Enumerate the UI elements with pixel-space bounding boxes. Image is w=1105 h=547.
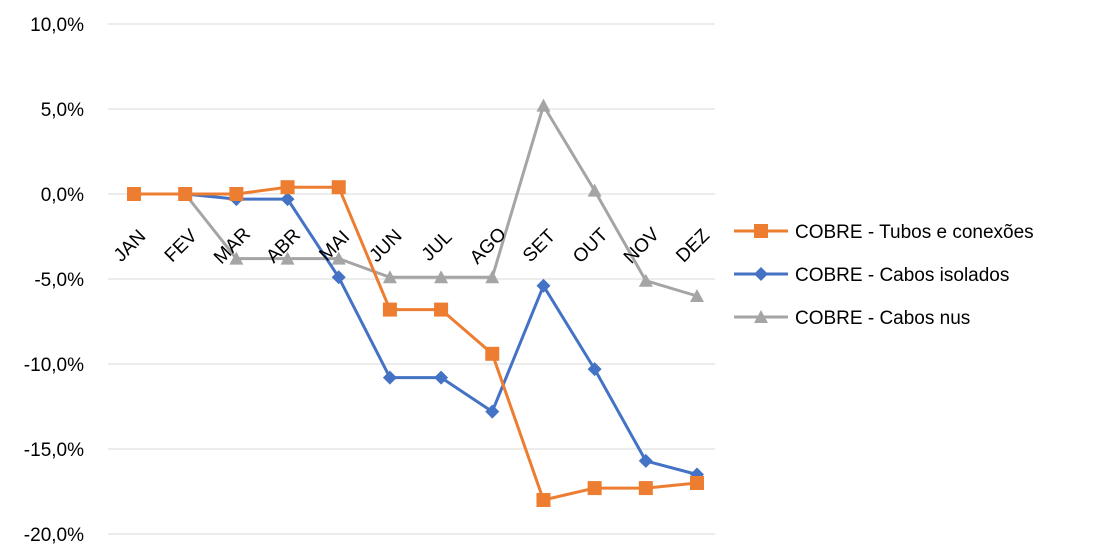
legend-label: COBRE - Cabos nus [795, 308, 970, 329]
data-point [536, 98, 551, 112]
series-group [127, 98, 704, 507]
x-tick-label: DEZ [672, 225, 714, 267]
legend-swatch-marker [754, 224, 768, 238]
series-line [134, 185, 698, 502]
x-tick-label: SET [519, 225, 560, 266]
data-point [485, 270, 500, 284]
y-axis-tick-labels: 10,0% 5,0% 0,0% -5,0% -10,0% -15,0% -20,0% [24, 15, 84, 546]
data-point [434, 302, 449, 317]
y-tick-label: -5,0% [34, 270, 84, 291]
data-point [178, 187, 193, 201]
data-point [485, 404, 500, 419]
legend-item: COBRE - Cabos nus [734, 308, 970, 329]
legend-item: COBRE - Tubos e conexões [734, 222, 1034, 243]
data-point [382, 370, 397, 385]
data-point [587, 362, 602, 377]
data-point [280, 192, 295, 207]
data-point [434, 370, 449, 385]
data-point [690, 476, 704, 490]
data-point [331, 270, 346, 285]
legend-swatch-marker [754, 310, 768, 323]
data-point [485, 346, 500, 361]
x-axis-tick-labels: JAN FEV MAR ABR MAI JUN JUL AGO SET OUT NOV DEZ [110, 224, 714, 269]
data-point [587, 183, 602, 197]
x-tick-label: NOV [620, 224, 664, 268]
y-tick-label: -20,0% [24, 525, 84, 546]
data-point [382, 270, 397, 284]
data-point [638, 453, 653, 468]
series-3 [127, 98, 704, 302]
series-line [134, 104, 698, 298]
x-tick-label: FEV [161, 225, 202, 266]
x-tick-label: JUL [418, 227, 457, 266]
data-point [229, 251, 244, 265]
legend-item: COBRE - Cabos isolados [734, 265, 1009, 286]
data-point [331, 251, 346, 265]
legend-label: COBRE - Tubos e conexões [795, 222, 1034, 243]
legend-swatch-marker [754, 267, 768, 281]
data-point [331, 180, 346, 195]
data-point [280, 251, 295, 265]
x-tick-label: OUT [569, 224, 612, 267]
legend: COBRE - Tubos e conexões COBRE - Cabos is… [734, 222, 1034, 329]
gridlines [108, 23, 715, 535]
x-tick-label: AGO [466, 224, 511, 269]
series-1 [127, 180, 704, 507]
x-tick-label: JAN [110, 226, 150, 266]
data-point [638, 273, 653, 287]
y-tick-label: -15,0% [24, 440, 84, 461]
data-point [536, 493, 551, 507]
y-tick-label: -10,0% [24, 355, 84, 376]
x-tick-label: JUN [366, 226, 407, 267]
data-point [229, 187, 244, 201]
data-point [127, 187, 141, 201]
data-point [382, 302, 397, 317]
legend-label: COBRE - Cabos isolados [795, 265, 1009, 286]
series-line [134, 192, 698, 476]
data-point [280, 180, 295, 195]
data-point [690, 289, 704, 302]
data-point [638, 481, 653, 496]
data-point [434, 270, 449, 284]
data-point [587, 481, 602, 496]
y-tick-label: 5,0% [41, 100, 84, 121]
data-point [536, 278, 551, 293]
y-tick-label: 0,0% [41, 185, 84, 206]
y-tick-label: 10,0% [30, 15, 84, 36]
